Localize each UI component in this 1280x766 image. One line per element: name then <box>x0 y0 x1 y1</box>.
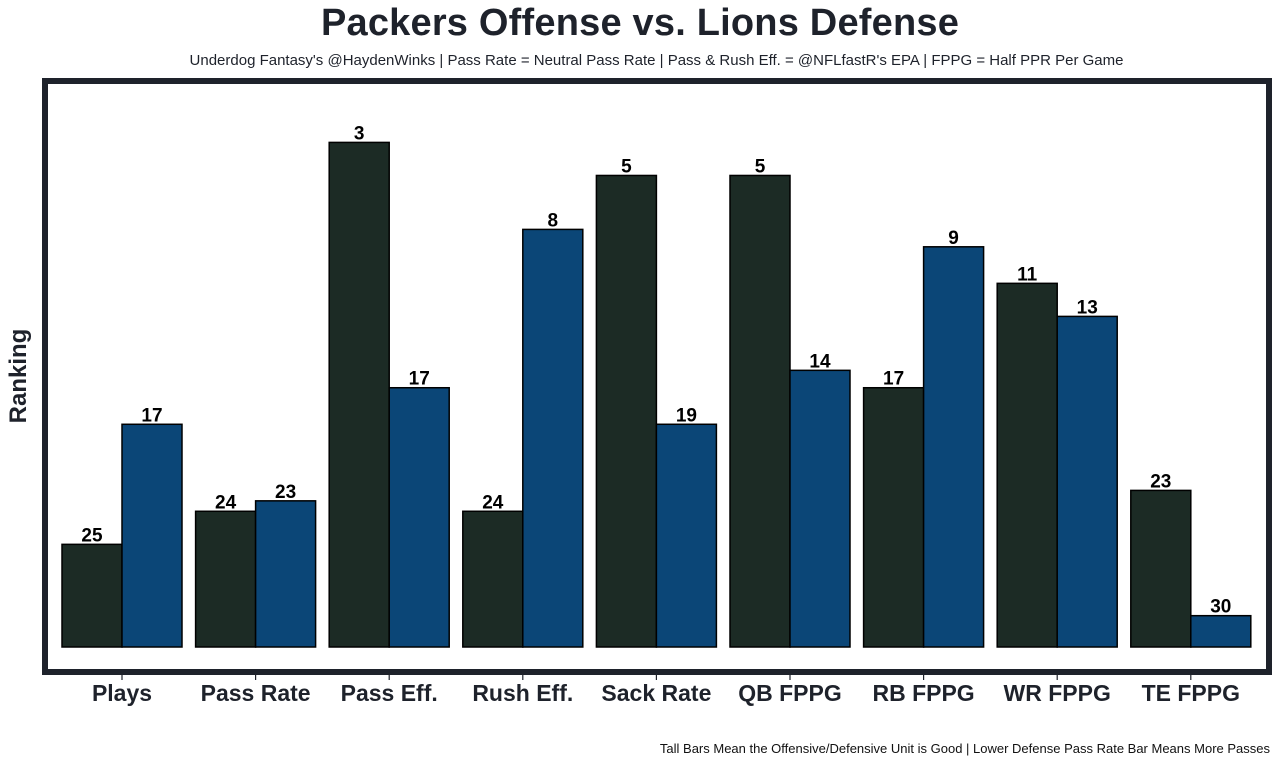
offense-bar <box>194 510 257 648</box>
x-tick-label: QB FPPG <box>738 680 842 706</box>
defense-rank-label: 17 <box>409 369 430 390</box>
chart-subtitle: Underdog Fantasy's @HaydenWinks | Pass R… <box>189 52 1124 69</box>
offense-bar <box>595 174 658 648</box>
defense-bar <box>789 369 851 648</box>
offense-rank-label: 24 <box>482 492 504 513</box>
defense-bar <box>655 423 718 648</box>
offense-rank-label: 11 <box>1017 264 1038 285</box>
x-tick-label: WR FPPG <box>1004 680 1111 706</box>
defense-rank-label: 13 <box>1077 297 1098 318</box>
x-tick-label: RB FPPG <box>872 680 974 706</box>
defense-bar <box>1190 614 1252 648</box>
defense-rank-label: 14 <box>809 351 831 372</box>
offense-rank-label: 5 <box>621 156 632 177</box>
defense-rank-label: 9 <box>948 228 959 249</box>
defense-bar <box>254 500 317 648</box>
defense-rank-label: 23 <box>275 482 296 503</box>
offense-bar <box>1130 489 1192 648</box>
offense-bar <box>328 141 390 648</box>
defense-rank-label: 17 <box>141 405 162 426</box>
offense-rank-label: 5 <box>755 156 766 177</box>
offense-rank-label: 3 <box>354 123 365 144</box>
x-tick-label: Sack Rate <box>601 680 711 706</box>
defense-bar <box>922 246 985 648</box>
x-tick-label: Rush Eff. <box>472 680 573 706</box>
bar-labels-layer: 25 17 24 23 3 17 24 8 5 19 5 14 17 9 11 13 23 30 <box>81 123 1231 617</box>
offense-rank-label: 25 <box>81 525 103 546</box>
chart-caption: Tall Bars Mean the Offensive/Defensive U… <box>659 741 1270 756</box>
x-tick-label: Pass Rate <box>201 680 311 706</box>
offense-bar <box>462 510 524 648</box>
bars-layer <box>61 141 1252 648</box>
offense-bar <box>996 282 1058 648</box>
x-tick-label: Pass Eff. <box>341 680 438 706</box>
offense-rank-label: 24 <box>215 492 237 513</box>
x-tick-labels-layer: Plays Pass Rate Pass Eff. Rush Eff. Sack Rat… <box>92 680 1240 706</box>
x-tick-label: TE FPPG <box>1142 680 1240 706</box>
x-axis-ticks <box>121 672 1192 680</box>
defense-bar <box>1056 315 1118 648</box>
defense-bar <box>121 423 183 648</box>
defense-bar <box>388 386 450 648</box>
chart-title: Packers Offense vs. Lions Defense <box>320 2 960 44</box>
offense-bar <box>729 174 791 648</box>
x-tick-label: Plays <box>92 680 152 706</box>
defense-rank-label: 19 <box>676 405 697 426</box>
offense-rank-label: 23 <box>1150 471 1171 492</box>
offense-rank-label: 17 <box>883 369 904 390</box>
defense-rank-label: 8 <box>548 210 559 231</box>
defense-rank-label: 30 <box>1210 597 1231 618</box>
defense-bar <box>522 228 584 648</box>
offense-bar <box>61 543 123 648</box>
offense-bar <box>862 386 925 648</box>
